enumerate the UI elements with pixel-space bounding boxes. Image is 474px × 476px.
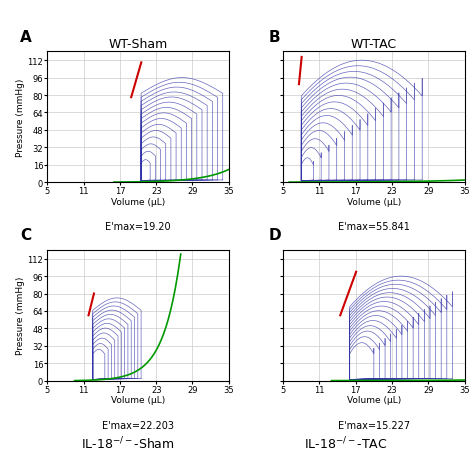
- X-axis label: Volume (μL): Volume (μL): [111, 396, 165, 404]
- Text: E'max=22.203: E'max=22.203: [102, 420, 174, 430]
- Title: WT-TAC: WT-TAC: [351, 38, 397, 51]
- X-axis label: Volume (μL): Volume (μL): [346, 197, 401, 206]
- X-axis label: Volume (μL): Volume (μL): [346, 396, 401, 404]
- Y-axis label: Pressure (mmHg): Pressure (mmHg): [16, 277, 25, 355]
- Text: E'max=19.20: E'max=19.20: [105, 222, 171, 232]
- Text: D: D: [269, 228, 281, 243]
- Text: A: A: [20, 30, 32, 45]
- Text: C: C: [20, 228, 31, 243]
- Text: B: B: [269, 30, 280, 45]
- Text: IL-18$^{-/-}$-TAC: IL-18$^{-/-}$-TAC: [304, 435, 388, 451]
- Text: E'max=55.841: E'max=55.841: [338, 222, 410, 232]
- Y-axis label: Pressure (mmHg): Pressure (mmHg): [16, 79, 25, 157]
- Text: IL-18$^{-/-}$-Sham: IL-18$^{-/-}$-Sham: [81, 435, 175, 451]
- Title: WT-Sham: WT-Sham: [109, 38, 168, 51]
- X-axis label: Volume (μL): Volume (μL): [111, 197, 165, 206]
- Text: E'max=15.227: E'max=15.227: [338, 420, 410, 430]
